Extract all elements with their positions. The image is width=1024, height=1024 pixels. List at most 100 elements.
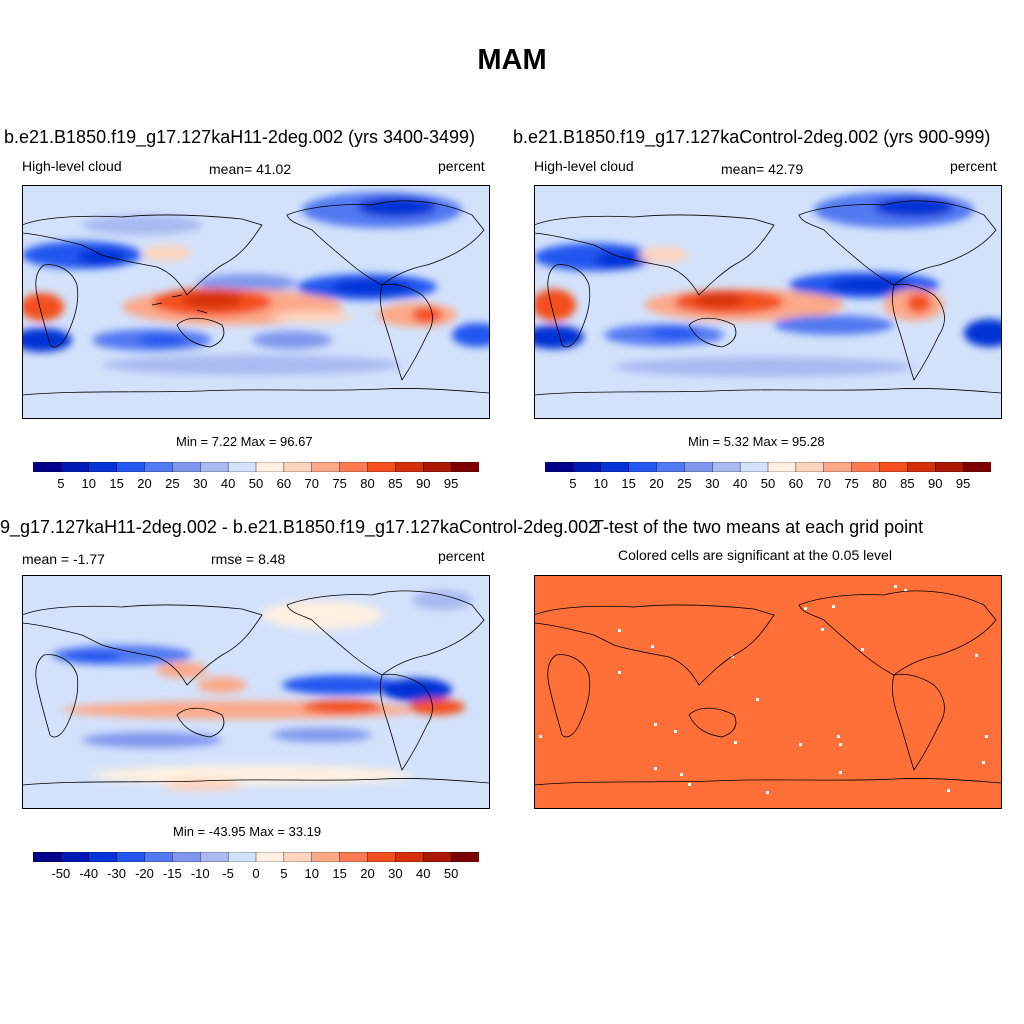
panel1-colorbar-tick-label: 70: [304, 476, 319, 491]
panel1-title: b.e21.B1850.f19_g17.127kaH11-2deg.002 (y…: [4, 127, 476, 147]
panel2-colorbar-swatch: [656, 462, 685, 472]
panel1-colorbar-swatch: [60, 462, 90, 472]
panel3-colorbar-swatch: [144, 852, 173, 862]
panel2-colorbar-swatch: [712, 462, 741, 472]
panel3-colorbar-swatch: [423, 852, 452, 862]
panel1-colorbar-swatch: [450, 462, 479, 472]
panel2-colorbar-swatch: [795, 462, 825, 472]
panel3-colorbar-tick-label: 15: [332, 866, 347, 881]
panel1-minmax: Min = 7.22 Max = 96.67: [176, 434, 313, 449]
panel2-colorbar-tick-label: 70: [816, 476, 831, 491]
panel3-colorbar-tick-label: -40: [79, 866, 99, 881]
panel3-colorbar-tick-label: 20: [360, 866, 375, 881]
panel1-colorbar-swatch: [423, 462, 452, 472]
panel1-colorbar-tick-label: 85: [388, 476, 403, 491]
panel3-colorbar-tick-label: -15: [162, 866, 182, 881]
panel3-colorbar-swatch: [367, 852, 396, 862]
panel1-variable-label: High-level cloud: [22, 158, 122, 174]
panel1-colorbar-swatch: [88, 462, 118, 472]
panel1-colorbar-tick-label: 25: [165, 476, 180, 491]
panel2-colorbar-swatch: [823, 462, 853, 472]
panel3-colorbar-swatch: [172, 852, 201, 862]
panel4-title: T-test of the two means at each grid poi…: [593, 517, 924, 537]
panel2-colorbar-swatch: [684, 462, 713, 472]
panel1-colorbar-tick-label: 95: [443, 476, 459, 491]
panel3-mean-label: mean = -1.77: [22, 551, 105, 567]
panel2-mean-label: mean= 42.79: [721, 161, 804, 177]
panel2-colorbar-tick-label: 85: [900, 476, 915, 491]
panel2-colorbar-tick-label: 80: [872, 476, 887, 491]
panel3-rmse-label: rmse = 8.48: [211, 551, 286, 567]
panel2-colorbar-tick-label: 15: [621, 476, 636, 491]
panel2-minmax: Min = 5.32 Max = 95.28: [688, 434, 825, 449]
panel1-colorbar-swatch: [311, 462, 341, 472]
panel2-colorbar-swatch: [600, 462, 630, 472]
panel3-colorbar-tick-label: 0: [252, 866, 260, 881]
panel2-colorbar-tick-label: 20: [649, 476, 664, 491]
panel1-colorbar-labels: 5 10 15 20 25 30 40 50 60 70 75 80 85 90 95: [33, 476, 479, 492]
panel2-colorbar-tick-label: 5: [569, 476, 577, 491]
panel1-colorbar-tick-label: 10: [81, 476, 96, 491]
panel3-colorbar-tick-label: 30: [388, 866, 403, 881]
panel3-colorbar-tick-label: -50: [51, 866, 71, 881]
panel3-colorbar-tick-label: 5: [280, 866, 288, 881]
panel3-colorbar-labels: -50 -40 -30 -20 -15 -10 -5 0 5 10 15 20 30 40 50: [33, 866, 479, 882]
panel1-map: [22, 185, 490, 419]
panel2-colorbar-tick-label: 30: [705, 476, 720, 491]
panel2-map: [534, 185, 1002, 419]
panel1-colorbar-tick-label: 60: [276, 476, 292, 491]
panel3-minmax: Min = -43.95 Max = 33.19: [173, 824, 322, 839]
season-title: MAM: [477, 44, 547, 76]
panel2-colorbar-swatch: [628, 462, 658, 472]
panel3-colorbar-swatch: [283, 852, 313, 862]
panel2-colorbar-tick-label: 75: [844, 476, 859, 491]
panel3-colorbar-swatch: [33, 852, 62, 862]
panel3-colorbar-tick-label: -30: [107, 866, 127, 881]
panel1-colorbar-swatch: [339, 462, 369, 472]
panel1-colorbar-swatch: [33, 462, 62, 472]
panel2-colorbar-swatch: [851, 462, 881, 472]
panel1-colorbar-swatch: [144, 462, 173, 472]
panel2-colorbar-swatch: [907, 462, 936, 472]
panel1-colorbar-tick-label: 5: [57, 476, 65, 491]
panel3-colorbar-tick-label: -5: [222, 866, 234, 881]
panel1-colorbar-tick-label: 15: [109, 476, 124, 491]
panel2-colorbar-tick-label: 10: [593, 476, 608, 491]
panel2-colorbar-tick-label: 95: [955, 476, 971, 491]
panel3-colorbar-swatch: [227, 852, 257, 862]
panel1-colorbar-tick-label: 20: [137, 476, 152, 491]
panel2-colorbar-swatch: [572, 462, 602, 472]
panel2-colorbar-swatch: [962, 462, 991, 472]
panel3-colorbar-tick-label: 50: [443, 866, 459, 881]
panel3-colorbar-tick-label: 40: [416, 866, 431, 881]
panel3-colorbar-swatch: [200, 852, 229, 862]
panel1-units-label: percent: [438, 158, 485, 174]
panel3-colorbar-swatch: [339, 852, 369, 862]
panel2-colorbar: [545, 462, 991, 472]
panel4-subtitle: Colored cells are significant at the 0.0…: [618, 547, 892, 563]
panel2-colorbar-swatch: [767, 462, 797, 472]
panel2-colorbar-swatch: [545, 462, 574, 472]
panel2-units-label: percent: [950, 158, 997, 174]
panel1-colorbar-tick-label: 80: [360, 476, 375, 491]
panel3-colorbar-swatch: [450, 852, 479, 862]
panel1-colorbar: [33, 462, 479, 472]
panel2-colorbar-tick-label: 60: [788, 476, 804, 491]
panel2-colorbar-tick-label: 25: [677, 476, 692, 491]
panel1-colorbar-swatch: [172, 462, 201, 472]
panel1-colorbar-swatch: [227, 462, 257, 472]
panel2-colorbar-swatch: [739, 462, 769, 472]
panel3-colorbar-tick-label: -10: [190, 866, 210, 881]
panel1-colorbar-tick-label: 30: [193, 476, 208, 491]
panel3-units-label: percent: [438, 548, 485, 564]
panel1-mean-label: mean= 41.02: [209, 161, 292, 177]
panel2-colorbar-labels: 5 10 15 20 25 30 40 50 60 70 75 80 85 90 95: [545, 476, 991, 492]
panel2-colorbar-swatch: [935, 462, 964, 472]
panel1-colorbar-swatch: [200, 462, 229, 472]
panel4-map: [534, 575, 1002, 809]
panel3-colorbar-swatch: [395, 852, 424, 862]
panel1-colorbar-tick-label: 50: [248, 476, 264, 491]
panel1-colorbar-swatch: [367, 462, 396, 472]
panel1-colorbar-tick-label: 90: [416, 476, 431, 491]
panel3-map: [22, 575, 490, 809]
